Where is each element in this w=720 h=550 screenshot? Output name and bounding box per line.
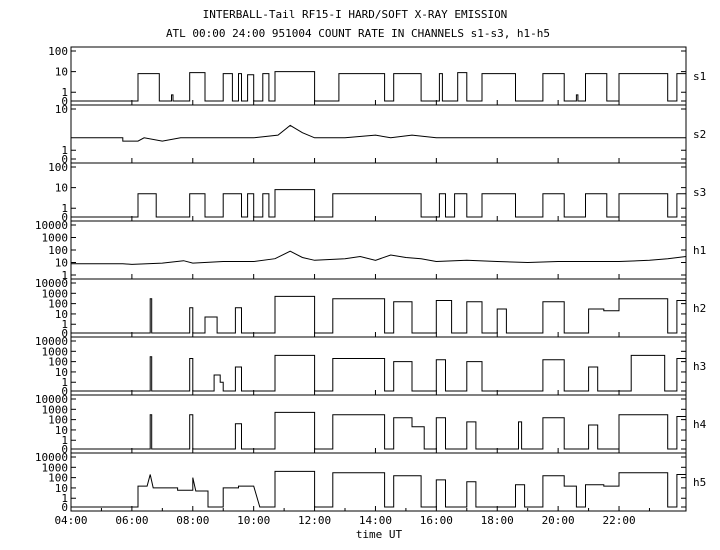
panels: 1001010s11010s21001010s3100001000100101h… [35,45,707,514]
y-tick-label: 10000 [35,451,68,464]
x-axis-label: time UT [356,528,403,541]
y-tick-label: 10 [55,482,68,495]
y-tick-label: 0 [61,501,68,514]
y-tick-label: 0 [61,327,68,340]
x-tick-label: 14:00 [359,514,392,527]
y-tick-label: 0 [61,385,68,398]
x-tick-label: 08:00 [176,514,209,527]
series-line-h2 [71,295,686,334]
y-tick-label: 1000 [42,461,69,474]
y-tick-label: 10000 [35,277,68,290]
panel-frame [70,278,687,338]
y-tick-label: 1000 [42,232,69,245]
y-tick-label: 1 [61,144,68,157]
y-tick-label: 0 [61,443,68,456]
y-tick-label: 0 [61,95,68,108]
y-tick-label: 1000 [42,345,69,358]
y-tick-label: 10 [55,182,68,195]
panel-label-s2: s2 [693,128,706,141]
y-tick-label: 100 [48,161,68,174]
panel-label-s1: s1 [693,70,706,83]
chart-title: INTERBALL-Tail RF15-I HARD/SOFT X-RAY EM… [203,8,508,21]
y-tick-label: 1 [61,86,68,99]
series-line-s3 [71,189,686,218]
x-tick-label: 10:00 [237,514,270,527]
y-tick-label: 1 [61,376,68,389]
y-tick-label: 100 [48,414,68,427]
panel-frame [70,452,687,512]
x-tick-label: 18:00 [481,514,514,527]
panel-label-h1: h1 [693,244,706,257]
y-tick-label: 0 [61,153,68,166]
series-line-h1 [71,250,687,265]
y-tick-label: 1000 [42,287,69,300]
y-tick-label: 10000 [35,393,68,406]
series-line-s2 [71,124,686,142]
x-tick-label: 16:00 [420,514,453,527]
x-tick-label: 12:00 [298,514,331,527]
y-tick-label: 10 [55,366,68,379]
series-line-h5 [71,470,686,508]
y-tick-label: 1 [61,269,68,282]
x-tick-label: 20:00 [542,514,575,527]
y-tick-label: 10 [55,257,68,270]
y-tick-label: 10 [55,308,68,321]
x-tick-label: 06:00 [115,514,148,527]
x-axis: 04:00 06:00 08:00 10:00 12:00 14:00 16:00 18:00… [54,100,650,527]
chart-subtitle: ATL 00:00 24:00 951004 COUNT RATE IN CHA… [166,27,550,40]
series-line-s1 [71,71,686,102]
y-tick-label: 1 [61,318,68,331]
y-tick-label: 1000 [42,403,69,416]
y-tick-label: 1 [61,492,68,505]
panel-frame [70,104,687,164]
x-tick-label: 22:00 [602,514,635,527]
panel-label-s3: s3 [693,186,706,199]
y-tick-label: 1 [61,434,68,447]
panel-frame [70,394,687,454]
panel-s3: 100 10 10 s3 [48,161,706,224]
panel-label-h4: h4 [693,418,707,431]
y-tick-label: 100 [48,244,68,257]
panel-s2: 10 10 s2 [55,103,707,166]
panel-label-h2: h2 [693,302,706,315]
panel-frame [70,46,687,106]
y-tick-label: 100 [48,356,68,369]
y-tick-label: 100 [48,472,68,485]
panel-s1: 100 10 10 s1 [48,45,706,108]
series-line-h3 [71,354,686,392]
panel-frame [70,220,687,280]
y-tick-label: 100 [48,298,68,311]
y-tick-label: 10000 [35,335,68,348]
x-tick-label: 04:00 [54,514,87,527]
y-tick-label: 100 [48,45,68,58]
series-line-h4 [71,411,686,450]
y-tick-label: 10 [55,103,68,116]
y-tick-label: 10 [55,424,68,437]
y-tick-label: 1 [61,202,68,215]
y-tick-label: 10000 [35,219,68,232]
panel-label-h3: h3 [693,360,706,373]
y-tick-label: 10 [55,66,68,79]
panel-frame [70,336,687,396]
y-tick-label: 0 [61,211,68,224]
panel-label-h5: h5 [693,476,706,489]
panel-frame [70,162,687,222]
